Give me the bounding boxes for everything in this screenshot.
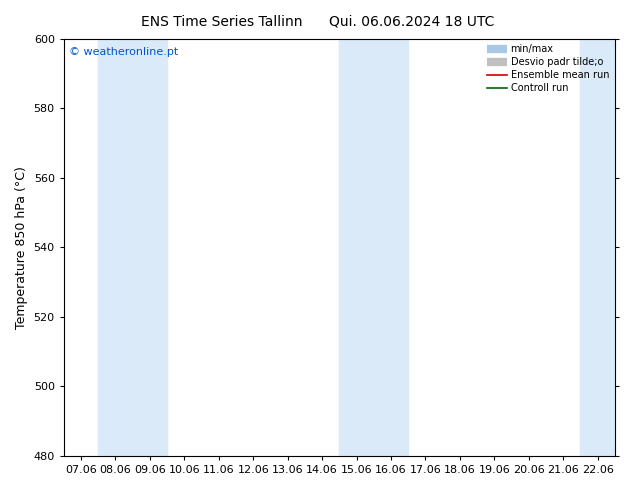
Bar [98, 39, 167, 456]
Text: © weatheronline.pt: © weatheronline.pt [69, 47, 179, 57]
Y-axis label: Temperature 850 hPa (°C): Temperature 850 hPa (°C) [15, 166, 28, 329]
Bar [580, 39, 615, 456]
Legend: min/max, Desvio padr tilde;o, Ensemble mean run, Controll run: min/max, Desvio padr tilde;o, Ensemble m… [483, 41, 613, 97]
Bar [339, 39, 408, 456]
Text: Qui. 06.06.2024 18 UTC: Qui. 06.06.2024 18 UTC [330, 15, 495, 29]
Text: ENS Time Series Tallinn: ENS Time Series Tallinn [141, 15, 302, 29]
